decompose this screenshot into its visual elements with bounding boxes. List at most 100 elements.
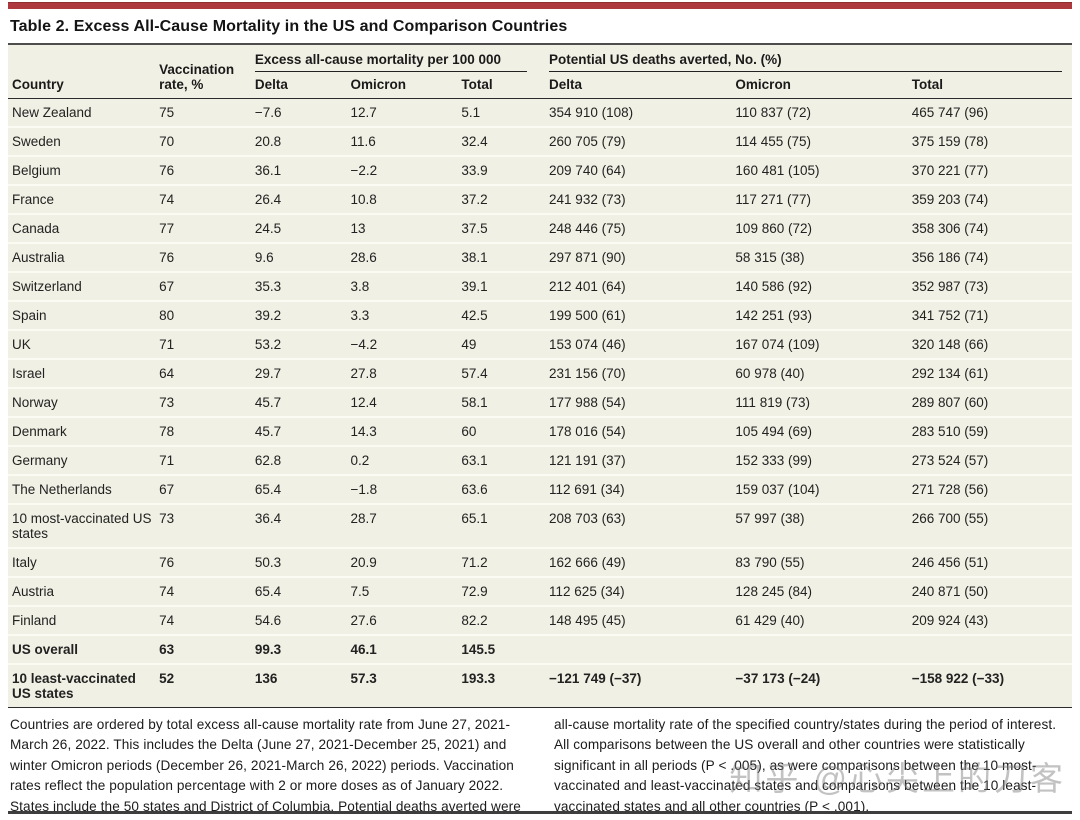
cell-delta-mortality: 65.4 — [254, 474, 351, 504]
table-row: New Zealand 75 −7.6 12.7 5.1 354 910 (10… — [8, 99, 1072, 128]
cell-total-mortality: 37.2 — [461, 184, 550, 214]
cell-country: Norway — [8, 387, 160, 417]
cell-vaccination-rate: 80 — [159, 300, 255, 330]
cell-delta-mortality: 54.6 — [254, 605, 351, 635]
table-row: The Netherlands 67 65.4 −1.8 63.6 112 69… — [8, 474, 1072, 504]
cell-vaccination-rate: 63 — [159, 634, 255, 664]
cell-omicron-averted: 117 271 (77) — [735, 184, 912, 214]
cell-omicron-averted: 105 494 (69) — [735, 416, 912, 446]
cell-total-mortality: 5.1 — [461, 105, 481, 120]
cell-omicron-mortality: 20.9 — [350, 547, 462, 577]
cell-omicron-averted: 61 429 (40) — [735, 605, 912, 635]
mortality-table: Country Vaccination rate, % Excess all-c… — [8, 45, 1072, 708]
cell-omicron-mortality: 28.7 — [350, 503, 462, 548]
header-total-averted: Total — [911, 77, 943, 92]
cell-delta-mortality: 99.3 — [254, 634, 351, 664]
group-label-excess-mortality: Excess all-cause mortality per 100 000 — [254, 52, 528, 72]
cell-delta-averted — [549, 634, 736, 664]
cell-total-mortality: 63.1 — [461, 445, 550, 475]
table-header: Country Vaccination rate, % Excess all-c… — [8, 45, 1072, 99]
cell-omicron-averted: 83 790 (55) — [735, 547, 912, 577]
cell-delta-averted: 248 446 (75) — [549, 213, 736, 243]
table-row: Switzerland 67 35.3 3.8 39.1 212 401 (64… — [8, 271, 1072, 301]
cell-omicron-mortality: 46.1 — [350, 634, 462, 664]
cell-delta-averted: 178 016 (54) — [549, 416, 736, 446]
cell-total-mortality: 60 — [461, 416, 550, 446]
cell-vaccination-rate: 78 — [159, 416, 255, 446]
cell-country: 10 least-vaccinated US states — [8, 663, 160, 708]
cell-total-averted: 465 747 (96) — [911, 105, 989, 120]
table-row: US overall 63 99.3 46.1 145.5 — [8, 634, 1072, 664]
cell-country: Israel — [8, 358, 160, 388]
cell-delta-averted: 153 074 (46) — [549, 329, 736, 359]
cell-omicron-averted: 160 481 (105) — [735, 155, 912, 185]
cell-delta-averted: 199 500 (61) — [549, 300, 736, 330]
cell-country: New Zealand — [12, 105, 92, 120]
cell-vaccination-rate: 76 — [159, 547, 255, 577]
cell-omicron-averted: 57 997 (38) — [735, 503, 912, 548]
cell-delta-mortality: 39.2 — [254, 300, 351, 330]
cell-total-mortality: 32.4 — [461, 126, 550, 156]
cell-total-averted: 356 186 (74) — [911, 242, 1072, 272]
cell-delta-mortality: 36.4 — [254, 503, 351, 548]
cell-omicron-averted: 60 978 (40) — [735, 358, 912, 388]
cell-total-mortality: 49 — [461, 329, 550, 359]
cell-omicron-averted: 142 251 (93) — [735, 300, 912, 330]
cell-vaccination-rate: 74 — [159, 576, 255, 606]
cell-omicron-mortality: 0.2 — [350, 445, 462, 475]
bottom-divider — [8, 811, 1072, 814]
cell-vaccination-rate: 74 — [159, 605, 255, 635]
cell-omicron-mortality: 14.3 — [350, 416, 462, 446]
cell-total-mortality: 42.5 — [461, 300, 550, 330]
top-accent-bar — [8, 2, 1072, 9]
cell-total-averted: 359 203 (74) — [911, 184, 1072, 214]
cell-omicron-mortality: −1.8 — [350, 474, 462, 504]
table-row: 10 most-vaccinated US states 73 36.4 28.… — [8, 503, 1072, 548]
cell-country: Italy — [8, 547, 160, 577]
cell-total-averted: 271 728 (56) — [911, 474, 1072, 504]
cell-total-averted: 240 871 (50) — [911, 576, 1072, 606]
table-row: France 74 26.4 10.8 37.2 241 932 (73) 11… — [8, 184, 1072, 214]
cell-omicron-mortality: 3.3 — [350, 300, 462, 330]
table-row: Spain 80 39.2 3.3 42.5 199 500 (61) 142 … — [8, 300, 1072, 330]
cell-omicron-mortality: 3.8 — [350, 271, 462, 301]
cell-vaccination-rate: 71 — [159, 445, 255, 475]
cell-total-averted: 320 148 (66) — [911, 329, 1072, 359]
cell-country: Finland — [8, 605, 160, 635]
cell-country: Switzerland — [8, 271, 160, 301]
cell-vaccination-rate: 52 — [159, 663, 255, 708]
cell-delta-averted: 354 910 (108) — [549, 105, 634, 120]
cell-delta-averted: −121 749 (−37) — [549, 663, 736, 708]
cell-total-averted: 289 807 (60) — [911, 387, 1072, 417]
cell-vaccination-rate: 76 — [159, 155, 255, 185]
header-group-excess-mortality: Excess all-cause mortality per 100 000 — [254, 45, 549, 72]
cell-delta-averted: 260 705 (79) — [549, 126, 736, 156]
cell-vaccination-rate: 74 — [159, 184, 255, 214]
cell-delta-averted: 148 495 (45) — [549, 605, 736, 635]
header-delta-mortality: Delta — [254, 77, 288, 92]
cell-omicron-mortality: 57.3 — [350, 663, 462, 708]
footnote-left-column: Countries are ordered by total excess al… — [10, 717, 521, 820]
table-row: Canada 77 24.5 13 37.5 248 446 (75) 109 … — [8, 213, 1072, 243]
cell-delta-averted: 231 156 (70) — [549, 358, 736, 388]
cell-omicron-averted: 128 245 (84) — [735, 576, 912, 606]
cell-delta-mortality: 9.6 — [254, 242, 351, 272]
cell-omicron-mortality: 12.4 — [350, 387, 462, 417]
cell-total-averted: 266 700 (55) — [911, 503, 1072, 548]
cell-total-mortality: 72.9 — [461, 576, 550, 606]
table-row: Germany 71 62.8 0.2 63.1 121 191 (37) 15… — [8, 445, 1072, 475]
cell-delta-mortality: 65.4 — [254, 576, 351, 606]
cell-delta-averted: 208 703 (63) — [549, 503, 736, 548]
cell-country: Austria — [8, 576, 160, 606]
cell-omicron-mortality: 11.6 — [350, 126, 462, 156]
cell-total-mortality: 37.5 — [461, 213, 550, 243]
table-footnotes: Countries are ordered by total excess al… — [8, 708, 1072, 820]
cell-country: 10 most-vaccinated US states — [8, 503, 160, 548]
cell-country: France — [8, 184, 160, 214]
table-row: Sweden 70 20.8 11.6 32.4 260 705 (79) 11… — [8, 126, 1072, 156]
cell-total-mortality: 145.5 — [461, 634, 550, 664]
cell-vaccination-rate: 67 — [159, 474, 255, 504]
cell-vaccination-rate: 76 — [159, 242, 255, 272]
title-divider — [8, 43, 1072, 45]
